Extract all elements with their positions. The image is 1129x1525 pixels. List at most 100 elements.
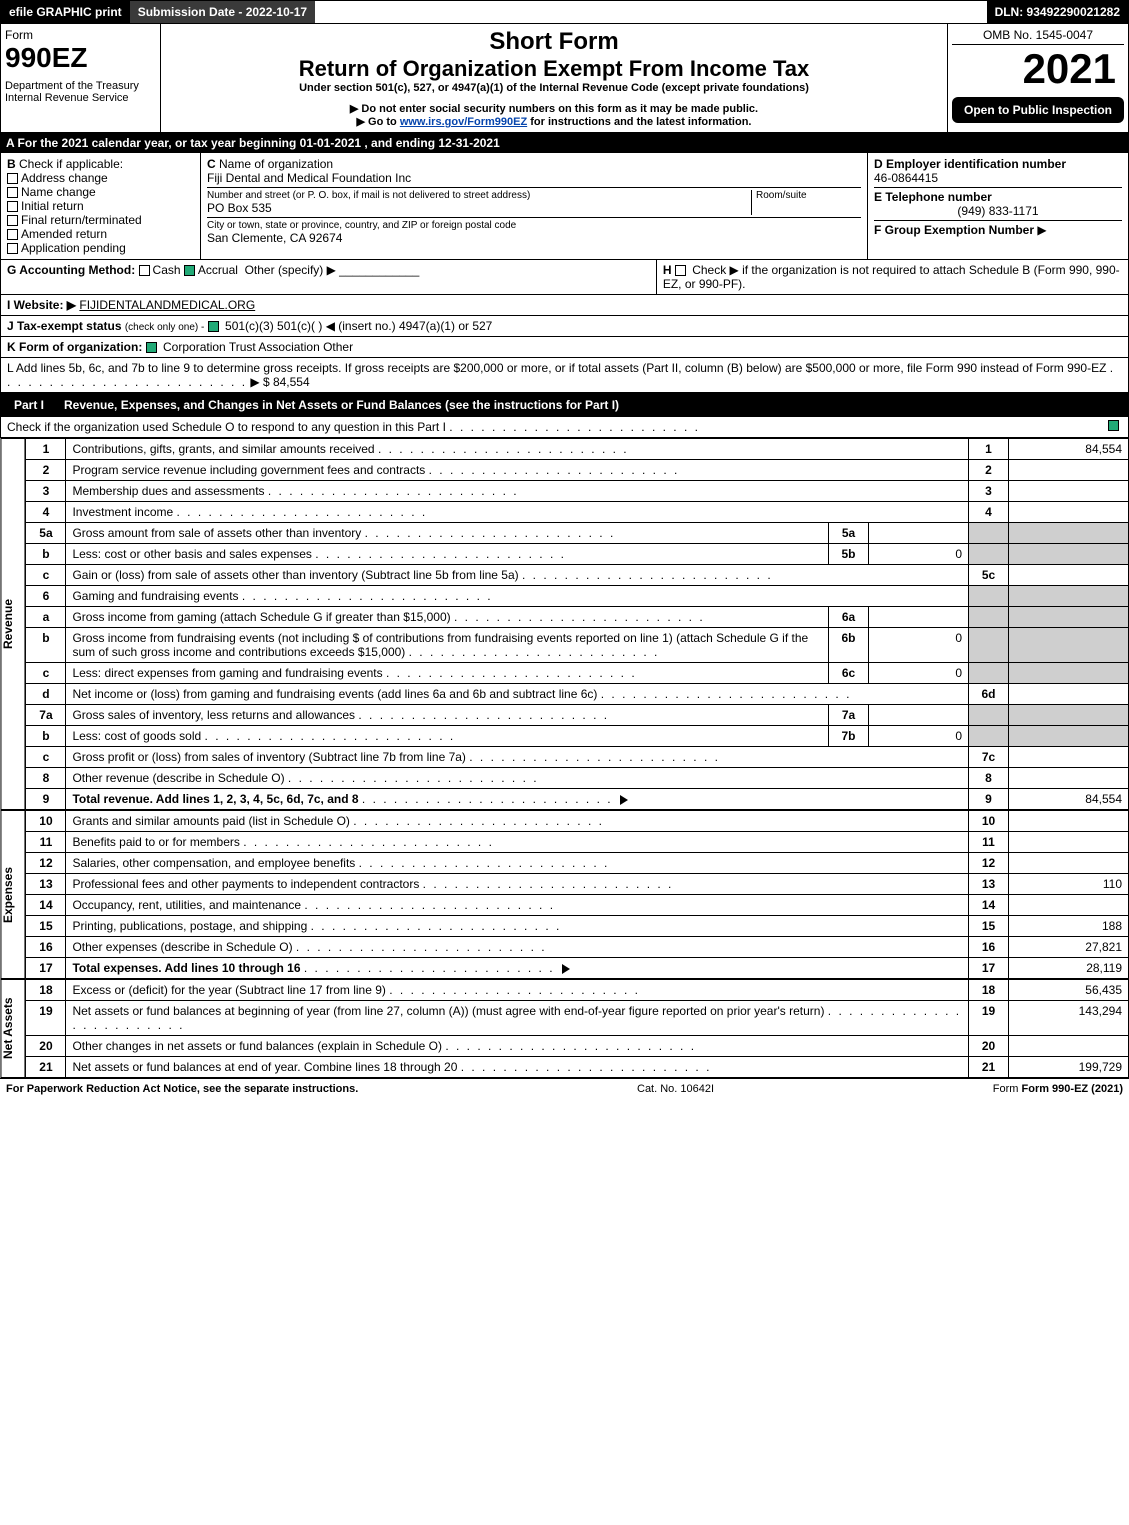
- website-value[interactable]: FIJIDENTALANDMEDICAL.ORG: [79, 298, 255, 312]
- mid-box: 5b: [829, 544, 869, 565]
- line-desc: Net assets or fund balances at beginning…: [66, 1001, 969, 1036]
- check-name-change[interactable]: Name change: [7, 185, 194, 199]
- box-number: [969, 726, 1009, 747]
- page-footer: For Paperwork Reduction Act Notice, see …: [0, 1078, 1129, 1099]
- amount-cell: 110: [1009, 874, 1129, 895]
- box-number: [969, 523, 1009, 544]
- ssn-warning-text: Do not enter social security numbers on …: [361, 103, 758, 115]
- room-suite-label: Room/suite: [751, 190, 861, 215]
- street-value: PO Box 535: [207, 201, 751, 215]
- box-number: 14: [969, 895, 1009, 916]
- h-checkbox[interactable]: [675, 265, 686, 276]
- form-number: 990EZ: [5, 42, 156, 74]
- line-7a: 7aGross sales of inventory, less returns…: [26, 705, 1129, 726]
- line-desc: Less: direct expenses from gaming and fu…: [66, 663, 829, 684]
- line-desc: Gross sales of inventory, less returns a…: [66, 705, 829, 726]
- box-number: 1: [969, 439, 1009, 460]
- mid-amount: 0: [869, 663, 969, 684]
- box-number: 5c: [969, 565, 1009, 586]
- submission-date: Submission Date - 2022-10-17: [130, 1, 315, 23]
- dln-label: DLN: 93492290021282: [987, 1, 1128, 23]
- netassets-side-label: Net Assets: [0, 979, 25, 1078]
- line-16: 16Other expenses (describe in Schedule O…: [26, 937, 1129, 958]
- line-number: c: [26, 565, 66, 586]
- line-number: 9: [26, 789, 66, 810]
- line-number: d: [26, 684, 66, 705]
- line-c: cGross profit or (loss) from sales of in…: [26, 747, 1129, 768]
- box-number: 10: [969, 811, 1009, 832]
- efile-print-button[interactable]: efile GRAPHIC print: [1, 1, 130, 23]
- amount-cell: [1009, 705, 1129, 726]
- box-number: 3: [969, 481, 1009, 502]
- line-desc: Gaming and fundraising events: [66, 586, 969, 607]
- amount-cell: [1009, 768, 1129, 789]
- sched-o-checkbox[interactable]: [1108, 420, 1119, 431]
- amount-cell: [1009, 1036, 1129, 1057]
- box-number: 9: [969, 789, 1009, 810]
- box-number: 16: [969, 937, 1009, 958]
- line-number: 2: [26, 460, 66, 481]
- row-gh: G Accounting Method: Cash Accrual Other …: [0, 260, 1129, 295]
- net-assets-table: 18Excess or (deficit) for the year (Subt…: [25, 979, 1129, 1078]
- line-b: bLess: cost or other basis and sales exp…: [26, 544, 1129, 565]
- line-number: 1: [26, 439, 66, 460]
- box-number: 17: [969, 958, 1009, 979]
- line-j-opts: 501(c)(3) 501(c)( ) ◀ (insert no.) 4947(…: [225, 319, 492, 333]
- box-number: 19: [969, 1001, 1009, 1036]
- spacer: [315, 1, 986, 23]
- line-number: c: [26, 747, 66, 768]
- check-initial-return[interactable]: Initial return: [7, 199, 194, 213]
- box-d-label: D Employer identification number: [874, 157, 1066, 171]
- line-desc: Excess or (deficit) for the year (Subtra…: [66, 980, 969, 1001]
- line-9: 9Total revenue. Add lines 1, 2, 3, 4, 5c…: [26, 789, 1129, 810]
- amount-cell: [1009, 663, 1129, 684]
- line-number: 18: [26, 980, 66, 1001]
- box-c: C Name of organization Fiji Dental and M…: [201, 153, 868, 259]
- 501c3-checkbox[interactable]: [208, 321, 219, 332]
- dots: [449, 420, 700, 434]
- line-desc: Benefits paid to or for members: [66, 832, 969, 853]
- line-20: 20Other changes in net assets or fund ba…: [26, 1036, 1129, 1057]
- box-def: D Employer identification number 46-0864…: [868, 153, 1128, 259]
- line-number: 21: [26, 1057, 66, 1078]
- mid-amount: 0: [869, 628, 969, 663]
- line-6: 6Gaming and fundraising events: [26, 586, 1129, 607]
- box-number: 20: [969, 1036, 1009, 1057]
- line-number: b: [26, 544, 66, 565]
- box-number: 2: [969, 460, 1009, 481]
- row-k: K Form of organization: Corporation Trus…: [0, 337, 1129, 358]
- check-final-return-terminated[interactable]: Final return/terminated: [7, 213, 194, 227]
- box-number: 4: [969, 502, 1009, 523]
- part-1-title: Revenue, Expenses, and Changes in Net As…: [64, 398, 619, 412]
- box-number: [969, 628, 1009, 663]
- line-1: 1Contributions, gifts, grants, and simil…: [26, 439, 1129, 460]
- line-number: 15: [26, 916, 66, 937]
- line-h-label: H: [663, 263, 672, 277]
- line-desc: Membership dues and assessments: [66, 481, 969, 502]
- top-bar: efile GRAPHIC print Submission Date - 20…: [0, 0, 1129, 24]
- under-section: Under section 501(c), 527, or 4947(a)(1)…: [165, 82, 943, 94]
- amount-cell: 143,294: [1009, 1001, 1129, 1036]
- check-amended-return[interactable]: Amended return: [7, 227, 194, 241]
- line-desc: Gross profit or (loss) from sales of inv…: [66, 747, 969, 768]
- line-desc: Program service revenue including govern…: [66, 460, 969, 481]
- accrual-checkbox[interactable]: [184, 265, 195, 276]
- box-number: 8: [969, 768, 1009, 789]
- line-l-amount: ▶ $ 84,554: [250, 375, 309, 389]
- corp-checkbox[interactable]: [146, 342, 157, 353]
- irs-link[interactable]: www.irs.gov/Form990EZ: [400, 116, 527, 128]
- revenue-side-label: Revenue: [0, 438, 25, 810]
- line-h-text: Check ▶ if the organization is not requi…: [663, 263, 1120, 291]
- check-application-pending[interactable]: Application pending: [7, 241, 194, 255]
- amount-cell: [1009, 523, 1129, 544]
- line-number: 20: [26, 1036, 66, 1057]
- line-d: dNet income or (loss) from gaming and fu…: [26, 684, 1129, 705]
- line-k-opts: Corporation Trust Association Other: [163, 340, 353, 354]
- line-desc: Total expenses. Add lines 10 through 16: [66, 958, 969, 979]
- goto-post: for instructions and the latest informat…: [527, 116, 751, 128]
- cash-label: Cash: [153, 263, 181, 277]
- check-address-change[interactable]: Address change: [7, 171, 194, 185]
- cash-checkbox[interactable]: [139, 265, 150, 276]
- paperwork-notice: For Paperwork Reduction Act Notice, see …: [6, 1083, 358, 1095]
- row-l: L Add lines 5b, 6c, and 7b to line 9 to …: [0, 358, 1129, 393]
